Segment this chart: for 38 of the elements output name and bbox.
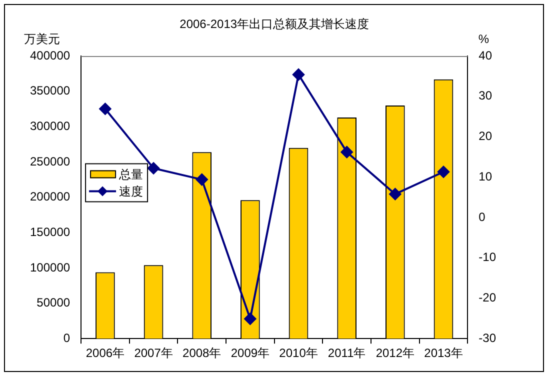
point (389, 188, 402, 200)
point (292, 68, 305, 81)
y-tick-label: 200000 (30, 190, 70, 204)
x-tick-label: 2006年 (86, 346, 125, 360)
y-tick-label: 250000 (30, 154, 70, 168)
point (437, 166, 450, 178)
point (196, 174, 208, 186)
y2-tick-label: 0 (478, 210, 486, 224)
chart-title: 2006-2013年出口总额及其增长速度 (180, 17, 370, 31)
legend-label: 速度 (119, 184, 144, 199)
x-tick-label: 2009年 (230, 346, 270, 360)
x-tick-label: 2013年 (424, 346, 463, 360)
y-tick-label: 50000 (36, 296, 70, 310)
x-tick-label: 2007年 (134, 346, 173, 360)
x-tick-label: 2011年 (328, 346, 366, 360)
x-tick-label: 2010年 (279, 346, 318, 360)
point (244, 312, 256, 325)
y-tick-label: 150000 (30, 224, 70, 239)
point (99, 102, 112, 115)
y-tick-label: 100000 (30, 260, 70, 274)
y-tick-label: 350000 (30, 84, 70, 98)
y-tick-label: 300000 (30, 118, 70, 133)
legend-label: 总量 (118, 168, 144, 182)
y2-tick-label: -30 (478, 330, 496, 345)
y2-tick-label: 40 (478, 48, 492, 62)
y2-tick-label: 30 (478, 88, 492, 103)
x-tick-label: 2008年 (182, 346, 222, 360)
y2-tick-label: -10 (478, 250, 496, 264)
y2-tick-label: 20 (478, 129, 492, 144)
y-tick-label: 0 (63, 330, 70, 345)
y2-axis-title: % (478, 32, 490, 46)
y2-tick-label: 10 (478, 169, 492, 184)
y-tick-label: 400000 (30, 48, 70, 62)
point (340, 146, 353, 158)
y-axis-title: 万美元 (24, 32, 60, 46)
y2-tick-label: -20 (478, 290, 496, 305)
point (148, 162, 160, 174)
x-tick-label: 2012年 (376, 346, 415, 360)
